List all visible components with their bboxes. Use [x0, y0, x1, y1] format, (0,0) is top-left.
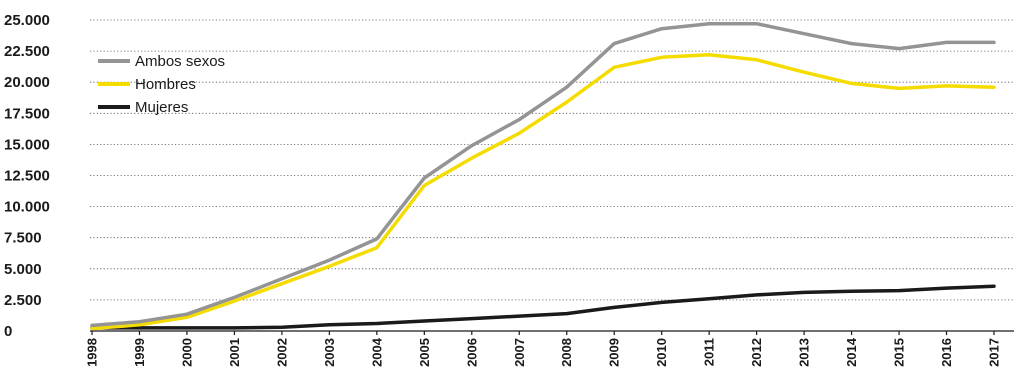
legend: Ambos sexos Hombres Mujeres [98, 53, 225, 116]
y-tick-label: 17.500 [4, 105, 50, 122]
x-tick-label: 2015 [892, 338, 907, 367]
y-tick-label: 25.000 [4, 12, 50, 29]
y-tick-label: 15.000 [4, 136, 50, 153]
y-axis-ticks: 0 2.500 5.000 7.500 10.000 12.500 15.000 17.500… [4, 12, 50, 340]
x-tick-label: 1999 [132, 338, 147, 367]
x-tick-label: 2014 [844, 337, 859, 367]
x-tick-label: 2012 [749, 338, 764, 367]
series-lines [90, 21, 996, 331]
grid [90, 19, 1014, 332]
series-line-ambos-sexos [90, 21, 996, 328]
series-line-mujeres [90, 284, 996, 330]
y-tick-label: 12.500 [4, 168, 50, 185]
x-tick-label: 2009 [607, 338, 622, 367]
x-tick-label: 2013 [797, 338, 812, 367]
y-tick-label: 7.500 [4, 230, 42, 247]
x-tick-label: 2008 [559, 338, 574, 367]
legend-label: Hombres [135, 76, 196, 93]
y-tick-label: 10.000 [4, 199, 50, 216]
x-tick-label: 2000 [179, 338, 194, 367]
x-tick-label: 2001 [227, 338, 242, 367]
y-tick-label: 2.500 [4, 292, 42, 309]
y-tick-label: 22.500 [4, 43, 50, 60]
x-tick-label: 2010 [654, 338, 669, 367]
y-tick-label: 20.000 [4, 74, 50, 91]
legend-label: Ambos sexos [135, 53, 225, 70]
x-tick-label: 2002 [274, 338, 289, 367]
x-tick-label: 2017 [987, 338, 1002, 367]
x-tick-label: 2016 [939, 338, 954, 367]
y-tick-label: 0 [4, 323, 12, 340]
x-tick-label: 2005 [417, 338, 432, 367]
x-axis-ticks: 1998 1999 2000 2001 2002 2003 2004 2005 2006 2007… [85, 331, 1002, 367]
legend-label: Mujeres [135, 99, 188, 116]
x-tick-label: 2006 [464, 338, 479, 367]
x-tick-label: 2003 [322, 338, 337, 367]
series-line-hombres [90, 53, 996, 331]
x-tick-label: 1998 [85, 338, 100, 367]
x-tick-label: 2007 [512, 338, 527, 367]
x-tick-label: 2004 [369, 337, 384, 367]
x-tick-label: 2011 [702, 338, 717, 366]
y-tick-label: 5.000 [4, 261, 42, 278]
